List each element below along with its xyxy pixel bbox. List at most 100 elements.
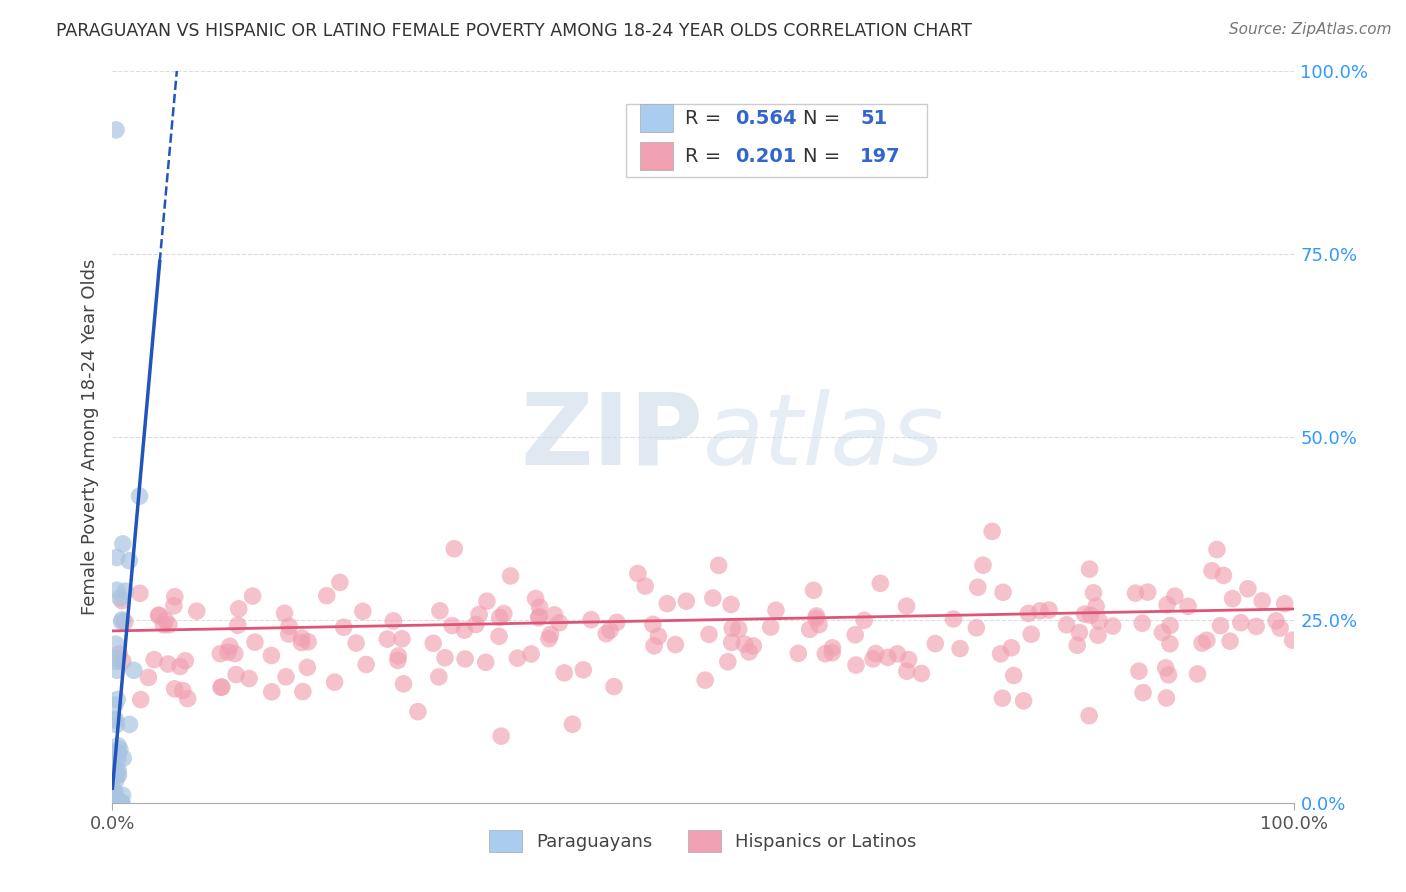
- Point: [896, 665, 918, 679]
- Point: [897, 652, 920, 666]
- Point: [1212, 568, 1234, 582]
- Point: [1164, 589, 1187, 603]
- Text: N =: N =: [803, 146, 846, 166]
- Point: [104, 747, 127, 762]
- Point: [853, 613, 876, 627]
- Point: [862, 652, 884, 666]
- Point: [1019, 627, 1042, 641]
- Point: [627, 566, 650, 581]
- Point: [238, 672, 260, 686]
- Point: [111, 593, 134, 607]
- Point: [1191, 636, 1213, 650]
- Point: [720, 635, 742, 649]
- Point: [1088, 614, 1111, 628]
- Point: [155, 613, 177, 627]
- Point: [990, 647, 1012, 661]
- Point: [443, 541, 465, 556]
- Point: [876, 650, 898, 665]
- Point: [217, 645, 239, 659]
- Point: [603, 680, 626, 694]
- Point: [186, 604, 208, 618]
- Point: [104, 698, 127, 712]
- Point: [352, 604, 374, 618]
- Point: [1187, 667, 1209, 681]
- Point: [375, 632, 398, 646]
- Point: [453, 623, 475, 637]
- Text: ZIP: ZIP: [520, 389, 703, 485]
- Point: [291, 684, 314, 698]
- Point: [845, 658, 868, 673]
- Point: [1244, 619, 1267, 633]
- Point: [105, 583, 128, 598]
- Point: [406, 705, 429, 719]
- Point: [329, 575, 352, 590]
- Point: [1080, 608, 1102, 623]
- Point: [112, 751, 135, 765]
- FancyBboxPatch shape: [640, 143, 673, 170]
- Point: [1073, 607, 1095, 621]
- Point: [537, 632, 560, 646]
- Point: [111, 789, 134, 803]
- Point: [697, 627, 720, 641]
- Point: [803, 583, 825, 598]
- Point: [260, 685, 283, 699]
- Point: [1136, 585, 1159, 599]
- Point: [174, 654, 197, 668]
- Point: [1156, 690, 1178, 705]
- Point: [647, 629, 669, 643]
- Point: [1038, 603, 1060, 617]
- Point: [844, 628, 866, 642]
- Point: [1083, 586, 1105, 600]
- Point: [315, 589, 337, 603]
- Point: [821, 640, 844, 655]
- Point: [172, 683, 194, 698]
- Point: [886, 647, 908, 661]
- Point: [110, 796, 132, 810]
- Point: [1219, 634, 1241, 648]
- Point: [1085, 599, 1108, 614]
- Point: [273, 607, 295, 621]
- Point: [695, 673, 717, 688]
- Point: [323, 675, 346, 690]
- Point: [806, 609, 828, 624]
- Point: [114, 615, 136, 629]
- Point: [104, 762, 127, 776]
- Point: [1177, 599, 1199, 614]
- Point: [641, 617, 664, 632]
- Point: [105, 747, 128, 761]
- Point: [111, 796, 134, 810]
- FancyBboxPatch shape: [626, 104, 928, 178]
- Text: R =: R =: [685, 146, 728, 166]
- Point: [520, 647, 543, 661]
- Point: [392, 677, 415, 691]
- Point: [540, 627, 562, 641]
- Point: [634, 579, 657, 593]
- Text: 51: 51: [860, 109, 887, 128]
- Point: [105, 550, 128, 565]
- Point: [965, 621, 987, 635]
- Point: [717, 655, 740, 669]
- Point: [543, 607, 565, 622]
- Point: [243, 635, 266, 649]
- Point: [111, 537, 134, 551]
- Point: [118, 554, 141, 568]
- Point: [332, 620, 354, 634]
- Text: 0.201: 0.201: [735, 146, 796, 166]
- Point: [224, 647, 246, 661]
- Point: [606, 615, 628, 630]
- Point: [143, 653, 166, 667]
- Point: [105, 692, 128, 706]
- Legend: Paraguayans, Hispanics or Latinos: Paraguayans, Hispanics or Latinos: [482, 823, 924, 860]
- Point: [733, 637, 755, 651]
- Point: [104, 713, 127, 727]
- Point: [1152, 625, 1174, 640]
- Point: [228, 602, 250, 616]
- Point: [297, 660, 319, 674]
- Point: [114, 584, 136, 599]
- Point: [278, 619, 301, 633]
- Text: R =: R =: [685, 109, 728, 128]
- Point: [1012, 694, 1035, 708]
- Point: [103, 796, 125, 810]
- Point: [1265, 614, 1288, 628]
- Point: [105, 796, 128, 810]
